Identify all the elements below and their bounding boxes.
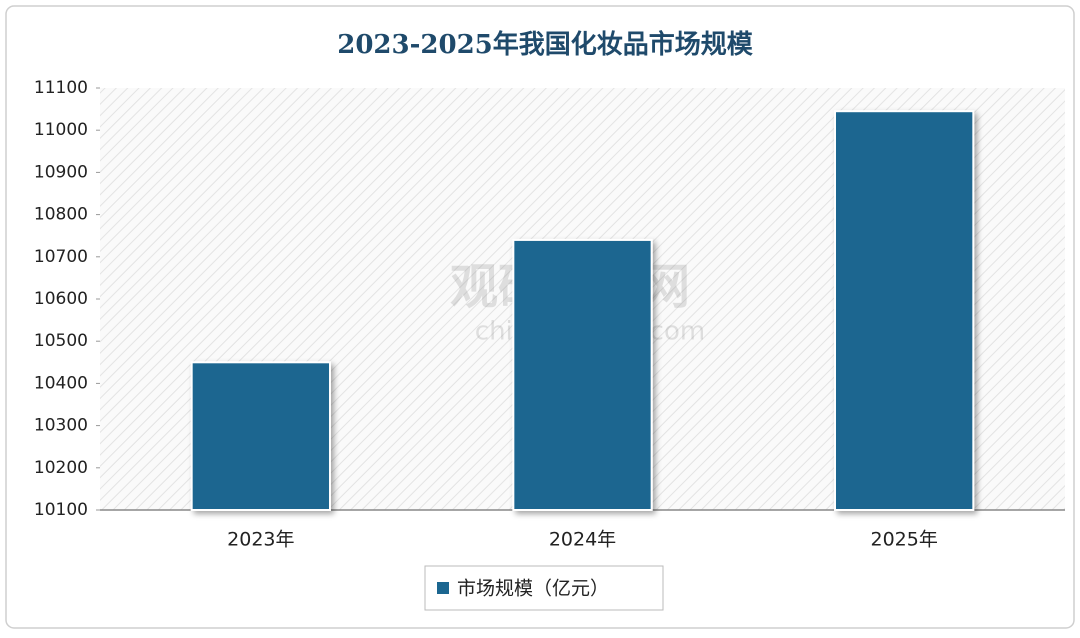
y-tick-label: 10600 [34, 289, 88, 309]
y-tick-label: 10500 [34, 331, 88, 351]
x-tick-label: 2025年 [870, 529, 937, 551]
chart-title: 2023-2025年我国化妆品市场规模 [337, 29, 754, 60]
legend-swatch [437, 582, 449, 594]
bar [834, 110, 975, 512]
y-tick-label: 10700 [34, 247, 88, 267]
y-tick-label: 11000 [34, 120, 88, 140]
legend-label: 市场规模（亿元） [457, 578, 609, 600]
legend: 市场规模（亿元） [424, 565, 664, 611]
y-tick-label: 11100 [34, 78, 88, 98]
bar [512, 238, 653, 511]
legend-box [424, 565, 664, 611]
x-tick-label: 2023年 [227, 529, 294, 551]
y-tick-label: 10200 [34, 458, 88, 478]
x-tick-label: 2024年 [549, 529, 616, 551]
y-tick-label: 10100 [34, 500, 88, 520]
y-tick-label: 10300 [34, 416, 88, 436]
y-tick-label: 10800 [34, 205, 88, 225]
y-tick-label: 10900 [34, 162, 88, 182]
y-tick-label: 10400 [34, 373, 88, 393]
bar [190, 361, 331, 511]
